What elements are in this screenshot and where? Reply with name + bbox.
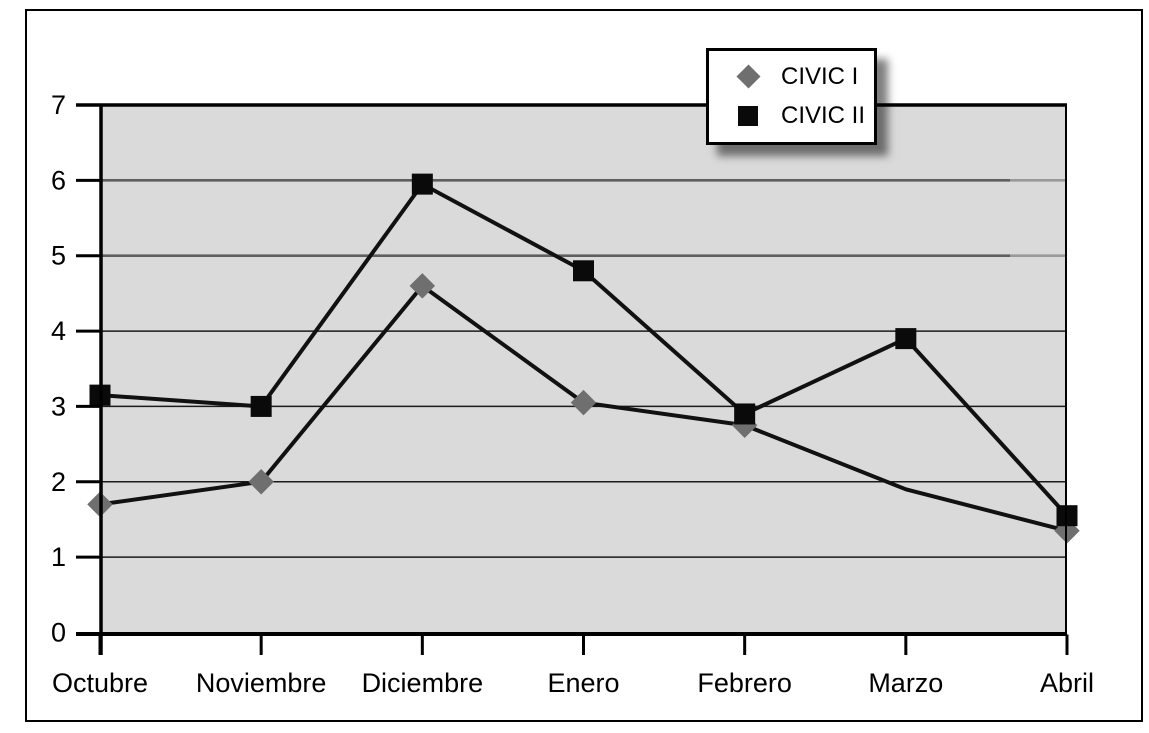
legend-label-civic-ii: CIVIC II (781, 102, 866, 130)
legend: CIVIC I CIVIC II (706, 48, 877, 145)
x-tick-label: Octubre (52, 668, 148, 698)
x-axis-labels: Octubre Noviembre Diciembre Enero Febrero Mar… (52, 668, 1094, 698)
square-marker-icon (738, 106, 758, 127)
diamond-marker (248, 469, 274, 495)
diamond-marker-icon (735, 64, 761, 89)
x-tick-label: Abril (1040, 668, 1094, 698)
y-tick-label: 1 (51, 542, 66, 572)
y-tick-label: 7 (51, 90, 66, 120)
y-tick-label: 0 (51, 618, 66, 648)
y-ticks (76, 178, 100, 559)
y-tick-label: 4 (51, 316, 66, 346)
square-marker (895, 328, 917, 350)
square-marker (734, 403, 756, 425)
y-tick-label: 5 (51, 241, 66, 271)
diamond-marker (409, 273, 436, 299)
x-ticks (98, 634, 1069, 655)
y-tick-label: 3 (51, 391, 66, 421)
y-tick-label: 6 (51, 165, 66, 195)
legend-item-civic-ii: CIVIC II (735, 102, 874, 130)
legend-marker-cell (735, 64, 761, 89)
square-marker (250, 395, 272, 417)
diamond-marker (570, 389, 597, 416)
square-marker (573, 260, 594, 282)
axes (76, 103, 1067, 655)
legend-item-civic-i: CIVIC I (735, 63, 874, 91)
y-axis-labels: 0 1 2 3 4 5 6 7 (51, 90, 66, 648)
square-marker (411, 173, 433, 195)
x-tick-label: Febrero (697, 668, 792, 698)
x-tick-label: Noviembre (196, 668, 327, 698)
plot-area (100, 105, 1067, 633)
legend-marker-cell (735, 106, 761, 127)
legend-label-civic-i: CIVIC I (781, 62, 859, 90)
x-tick-label: Marzo (868, 668, 943, 698)
y-tick-label: 2 (51, 467, 66, 497)
x-tick-label: Enero (547, 668, 619, 698)
x-tick-label: Diciembre (362, 668, 484, 698)
